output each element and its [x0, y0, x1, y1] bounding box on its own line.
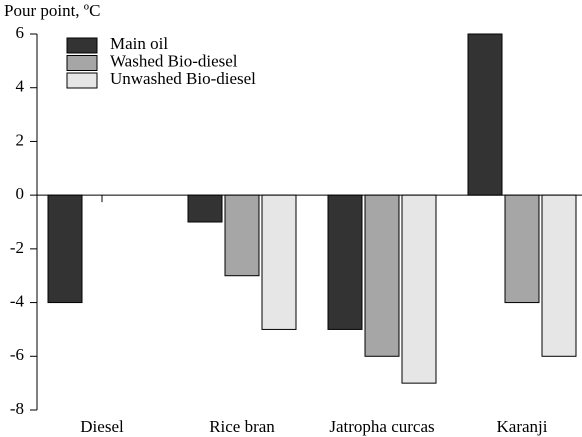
x-tick-label: Diesel — [80, 417, 124, 436]
y-tick-label: -4 — [10, 291, 25, 310]
bar — [261, 194, 297, 330]
bar — [401, 194, 437, 384]
bar — [47, 194, 83, 304]
x-tick-label: Rice bran — [209, 417, 275, 436]
legend-label: Unwashed Bio-diesel — [110, 69, 256, 88]
y-tick-label: 4 — [16, 77, 25, 96]
bar — [467, 33, 503, 196]
y-tick-label: 2 — [16, 130, 25, 149]
y-tick-label: -8 — [10, 399, 24, 418]
bar — [224, 194, 260, 277]
bar — [327, 194, 363, 330]
legend-swatch — [66, 72, 98, 89]
legend-label: Washed Bio-diesel — [110, 51, 238, 70]
bar — [364, 194, 400, 357]
y-tick-label: 6 — [16, 23, 25, 42]
legend-swatch — [66, 37, 98, 54]
bar — [187, 194, 223, 223]
bar — [504, 194, 540, 304]
legend-label: Main oil — [110, 34, 168, 53]
y-axis-label: Pour point, ºC — [4, 1, 100, 20]
y-tick-label: -6 — [10, 345, 24, 364]
x-tick-label: Jatropha curcas — [329, 417, 434, 436]
y-tick-label: -2 — [10, 238, 24, 257]
x-tick-label: Karanji — [497, 417, 548, 436]
legend-swatch — [66, 55, 98, 71]
bar — [541, 194, 577, 357]
y-tick-label: 0 — [16, 184, 25, 203]
